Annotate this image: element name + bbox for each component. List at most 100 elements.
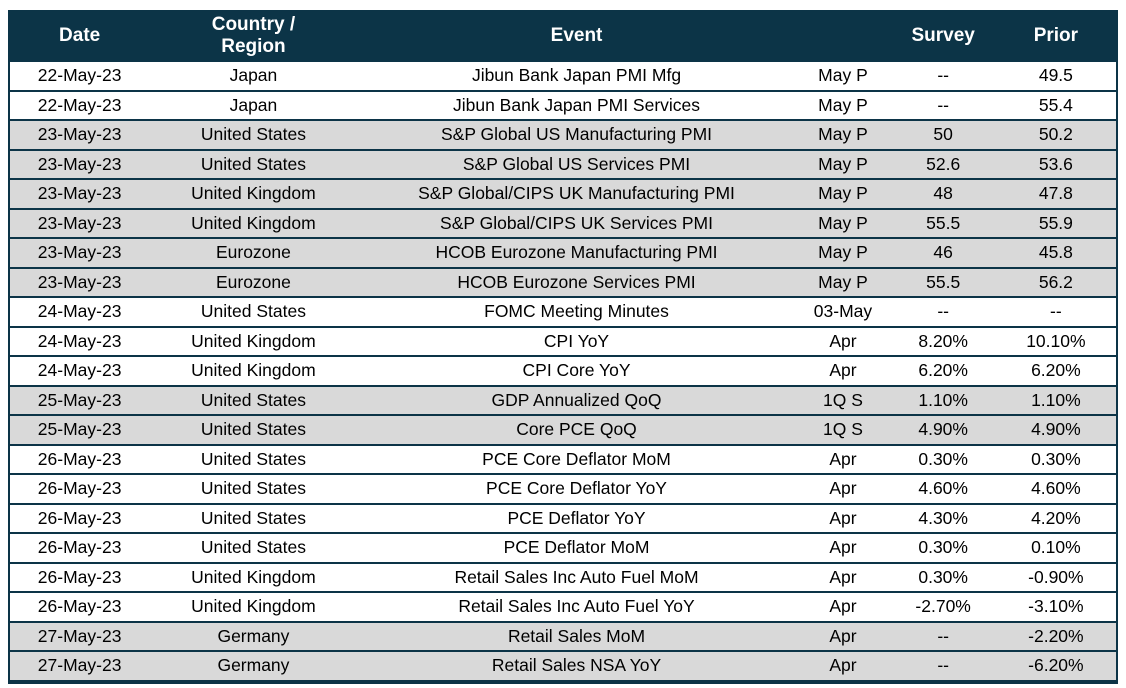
cell-period: Apr [795,443,891,474]
header-row: Date Country / Region Event Survey Prior [9,11,1117,61]
table-row: 24-May-23 United Kingdom CPI YoY Apr 8.20% 10… [9,325,1117,356]
cell-event: HCOB Eurozone Manufacturing PMI [357,237,796,268]
cell-prior: 53.6 [995,148,1117,179]
cell-prior: 4.60% [995,473,1117,504]
cell-prior: 0.10% [995,532,1117,563]
table-row: 24-May-23 United Kingdom CPI Core YoY Apr 6.… [9,355,1117,386]
cell-region: Eurozone [149,237,358,268]
cell-period: 03-May [795,296,891,327]
cell-period: Apr [795,650,891,682]
cell-event: CPI Core YoY [357,355,796,386]
cell-date: 26-May-23 [9,532,150,563]
cell-event: S&P Global/CIPS UK Services PMI [357,207,796,238]
cell-date: 26-May-23 [9,561,150,592]
cell-survey: 4.60% [890,473,996,504]
cell-prior: -0.90% [995,561,1117,592]
cell-period: Apr [795,591,891,622]
cell-region: United Kingdom [149,178,358,209]
cell-region: Japan [149,60,358,91]
cell-prior: 56.2 [995,266,1117,297]
cell-survey: -2.70% [890,591,996,622]
cell-period: 1Q S [795,384,891,415]
cell-date: 24-May-23 [9,296,150,327]
column-header-date: Date [9,11,150,61]
cell-survey: 55.5 [890,266,996,297]
cell-prior: 1.10% [995,384,1117,415]
cell-prior: 10.10% [995,325,1117,356]
cell-period: Apr [795,561,891,592]
cell-region: Japan [149,89,358,120]
cell-date: 23-May-23 [9,266,150,297]
table-row: 25-May-23 United States Core PCE QoQ 1Q S 4.… [9,414,1117,445]
cell-survey: 0.30% [890,443,996,474]
cell-event: PCE Core Deflator YoY [357,473,796,504]
cell-survey: 1.10% [890,384,996,415]
cell-region: United States [149,296,358,327]
cell-prior: -- [995,296,1117,327]
table-row: 26-May-23 United States PCE Core Deflator … [9,473,1117,504]
cell-date: 27-May-23 [9,620,150,651]
cell-survey: 55.5 [890,207,996,238]
cell-period: May P [795,89,891,120]
table-row: 23-May-23 Eurozone HCOB Eurozone Manufactu… [9,237,1117,268]
cell-date: 26-May-23 [9,443,150,474]
cell-date: 26-May-23 [9,591,150,622]
cell-region: Germany [149,650,358,682]
table-row: 22-May-23 Japan Jibun Bank Japan PMI Servi… [9,89,1117,120]
cell-date: 22-May-23 [9,89,150,120]
cell-event: Retail Sales Inc Auto Fuel YoY [357,591,796,622]
cell-event: S&P Global US Services PMI [357,148,796,179]
cell-period: May P [795,60,891,91]
cell-region: United States [149,119,358,150]
cell-date: 25-May-23 [9,414,150,445]
column-header-region-label: Country / Region [211,14,296,57]
cell-region: United Kingdom [149,355,358,386]
table-row: 26-May-23 United Kingdom Retail Sales Inc … [9,561,1117,592]
cell-survey: 4.90% [890,414,996,445]
table-row: 26-May-23 United States PCE Deflator MoM Ap… [9,532,1117,563]
cell-region: United States [149,502,358,533]
cell-period: Apr [795,532,891,563]
table-row: 23-May-23 United States S&P Global US Serv… [9,148,1117,179]
cell-date: 24-May-23 [9,325,150,356]
column-header-event: Event [357,11,796,61]
cell-event: CPI YoY [357,325,796,356]
cell-event: PCE Core Deflator MoM [357,443,796,474]
cell-prior: 55.9 [995,207,1117,238]
cell-event: Core PCE QoQ [357,414,796,445]
cell-event: HCOB Eurozone Services PMI [357,266,796,297]
table-row: 26-May-23 United States PCE Deflator YoY Ap… [9,502,1117,533]
cell-region: United Kingdom [149,207,358,238]
column-header-period [795,11,891,61]
table-row: 23-May-23 United States S&P Global US Manu… [9,119,1117,150]
column-header-survey: Survey [890,11,996,61]
cell-event: Retail Sales NSA YoY [357,650,796,682]
cell-date: 23-May-23 [9,119,150,150]
cell-date: 23-May-23 [9,178,150,209]
cell-survey: -- [890,296,996,327]
cell-survey: 50 [890,119,996,150]
cell-survey: 4.30% [890,502,996,533]
table-row: 27-May-23 Germany Retail Sales MoM Apr -- -2.… [9,620,1117,651]
cell-region: United States [149,384,358,415]
cell-region: United States [149,532,358,563]
cell-prior: 0.30% [995,443,1117,474]
cell-event: Jibun Bank Japan PMI Mfg [357,60,796,91]
cell-prior: 45.8 [995,237,1117,268]
cell-event: Retail Sales Inc Auto Fuel MoM [357,561,796,592]
cell-region: United States [149,473,358,504]
cell-event: Retail Sales MoM [357,620,796,651]
column-header-region: Country / Region [149,11,358,61]
cell-prior: 6.20% [995,355,1117,386]
table-row: 23-May-23 United Kingdom S&P Global/CIPS U… [9,178,1117,209]
cell-region: United States [149,443,358,474]
cell-region: United Kingdom [149,591,358,622]
cell-region: United States [149,148,358,179]
cell-period: May P [795,119,891,150]
cell-period: May P [795,148,891,179]
cell-survey: 48 [890,178,996,209]
cell-survey: -- [890,60,996,91]
cell-event: PCE Deflator YoY [357,502,796,533]
cell-survey: 52.6 [890,148,996,179]
cell-period: May P [795,207,891,238]
